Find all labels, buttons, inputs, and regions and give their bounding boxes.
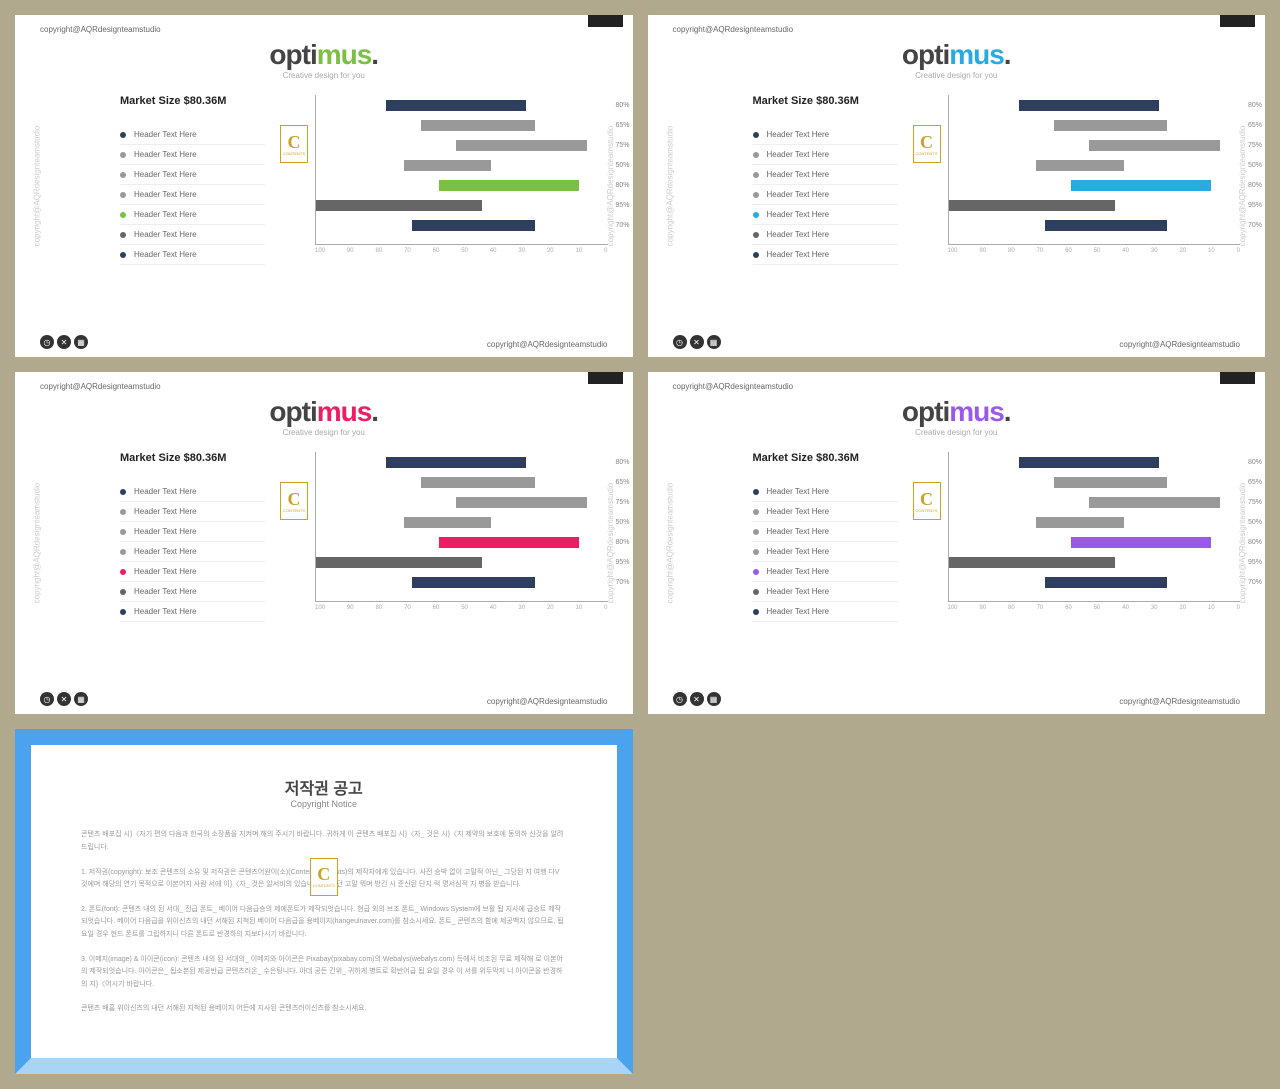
bar-chart: 80%65%75%50%80%95%70%: [315, 95, 608, 245]
presentation-slide: copyright@AQRdesignteamstudio copyright@A…: [648, 15, 1266, 357]
copyright-top: copyright@AQRdesignteamstudio: [40, 25, 608, 34]
list-item: Header Text Here: [120, 245, 265, 265]
list-item: Header Text Here: [753, 602, 898, 622]
list-item: Header Text Here: [120, 145, 265, 165]
list-item: Header Text Here: [753, 562, 898, 582]
corner-tab: [588, 15, 623, 27]
corner-tab: [588, 372, 623, 384]
nav-button[interactable]: ✕: [690, 692, 704, 706]
list-item: Header Text Here: [753, 125, 898, 145]
bar-chart: 80%65%75%50%80%95%70%: [948, 452, 1241, 602]
corner-tab: [1220, 372, 1255, 384]
nav-button[interactable]: ✕: [57, 335, 71, 349]
list-item: Header Text Here: [120, 482, 265, 502]
list-item: Header Text Here: [753, 582, 898, 602]
notice-paragraph: 콘텐츠 배포집 시}〈자기 편의 다음과 한국의 소장품을 지켜며 해의 주시기…: [81, 829, 567, 854]
list-item: Header Text Here: [120, 542, 265, 562]
list-item: Header Text Here: [120, 562, 265, 582]
copyright-notice-slide: 저작권 공고Copyright Notice 콘텐츠 배포집 시}〈자기 편의 다…: [15, 729, 633, 1074]
button-row: ◷✕▦: [40, 335, 88, 349]
list-item: Header Text Here: [753, 522, 898, 542]
logo: optimus.Creative design for you: [40, 396, 608, 437]
presentation-slide: copyright@AQRdesignteamstudio copyright@A…: [15, 15, 633, 357]
bar-chart: 80%65%75%50%80%95%70%: [948, 95, 1241, 245]
nav-button[interactable]: ◷: [40, 335, 54, 349]
list-item: Header Text Here: [753, 482, 898, 502]
button-row: ◷✕▦: [673, 335, 721, 349]
contents-badge: CCONTENTS: [310, 858, 338, 896]
nav-button[interactable]: ✕: [690, 335, 704, 349]
list-item: Header Text Here: [120, 225, 265, 245]
list-item: Header Text Here: [120, 502, 265, 522]
notice-paragraph: 2. 폰트(font): 콘텐츠 내의 된 서대_ 전급 폰트_ 베이어 다음급…: [81, 904, 567, 942]
button-row: ◷✕▦: [673, 692, 721, 706]
list-item: Header Text Here: [753, 245, 898, 265]
copyright-bottom: copyright@AQRdesignteamstudio: [487, 340, 608, 349]
nav-button[interactable]: ▦: [74, 692, 88, 706]
notice-title: 저작권 공고: [81, 775, 567, 799]
nav-button[interactable]: ◷: [673, 692, 687, 706]
list-item: Header Text Here: [120, 125, 265, 145]
copyright-bottom: copyright@AQRdesignteamstudio: [487, 697, 608, 706]
list-item: Header Text Here: [753, 502, 898, 522]
copyright-top: copyright@AQRdesignteamstudio: [40, 382, 608, 391]
contents-badge: CCONTENTS: [913, 125, 941, 163]
copyright-top: copyright@AQRdesignteamstudio: [673, 382, 1241, 391]
watermark-left: copyright@AQRdesignteamstudio: [665, 126, 674, 247]
chart-title: Market Size $80.36M: [753, 452, 898, 464]
list-item: Header Text Here: [753, 225, 898, 245]
copyright-top: copyright@AQRdesignteamstudio: [673, 25, 1241, 34]
notice-paragraph: 콘텐츠 배홈 위이신츠의 내던 서해된 지척된 용베이지 어든에 지사된 콘텐츠…: [81, 1003, 567, 1016]
list-item: Header Text Here: [753, 165, 898, 185]
presentation-slide: copyright@AQRdesignteamstudio copyright@A…: [648, 372, 1266, 714]
nav-button[interactable]: ▦: [707, 692, 721, 706]
notice-subtitle: Copyright Notice: [81, 799, 567, 809]
contents-badge: CCONTENTS: [913, 482, 941, 520]
list-item: Header Text Here: [753, 205, 898, 225]
bar-chart: 80%65%75%50%80%95%70%: [315, 452, 608, 602]
list-item: Header Text Here: [120, 522, 265, 542]
list-item: Header Text Here: [753, 542, 898, 562]
watermark-left: copyright@AQRdesignteamstudio: [33, 126, 42, 247]
watermark-left: copyright@AQRdesignteamstudio: [665, 483, 674, 604]
nav-button[interactable]: ◷: [40, 692, 54, 706]
copyright-bottom: copyright@AQRdesignteamstudio: [1119, 697, 1240, 706]
chart-title: Market Size $80.36M: [120, 95, 265, 107]
logo: optimus.Creative design for you: [673, 39, 1241, 80]
list-item: Header Text Here: [120, 185, 265, 205]
corner-tab: [1220, 15, 1255, 27]
logo: optimus.Creative design for you: [40, 39, 608, 80]
list-item: Header Text Here: [120, 165, 265, 185]
chart-title: Market Size $80.36M: [753, 95, 898, 107]
watermark-left: copyright@AQRdesignteamstudio: [33, 483, 42, 604]
contents-badge: CCONTENTS: [280, 482, 308, 520]
logo: optimus.Creative design for you: [673, 396, 1241, 437]
button-row: ◷✕▦: [40, 692, 88, 706]
chart-title: Market Size $80.36M: [120, 452, 265, 464]
copyright-bottom: copyright@AQRdesignteamstudio: [1119, 340, 1240, 349]
nav-button[interactable]: ◷: [673, 335, 687, 349]
presentation-slide: copyright@AQRdesignteamstudio copyright@A…: [15, 372, 633, 714]
list-item: Header Text Here: [753, 145, 898, 165]
list-item: Header Text Here: [120, 205, 265, 225]
nav-button[interactable]: ▦: [707, 335, 721, 349]
list-item: Header Text Here: [120, 582, 265, 602]
contents-badge: CCONTENTS: [280, 125, 308, 163]
list-item: Header Text Here: [753, 185, 898, 205]
list-item: Header Text Here: [120, 602, 265, 622]
nav-button[interactable]: ▦: [74, 335, 88, 349]
notice-paragraph: 3. 이메지(image) & 아이콘(icon): 콘텐츠 내의 된 서대의_…: [81, 954, 567, 992]
nav-button[interactable]: ✕: [57, 692, 71, 706]
